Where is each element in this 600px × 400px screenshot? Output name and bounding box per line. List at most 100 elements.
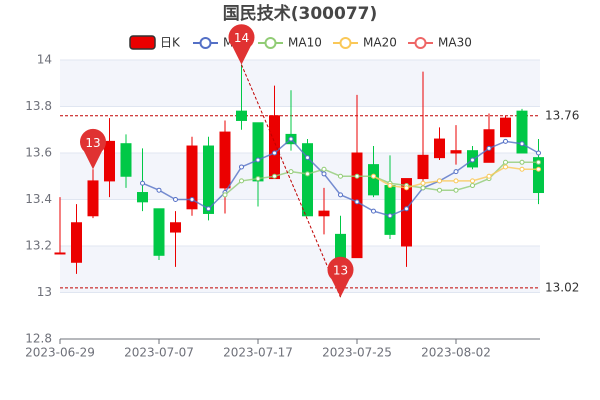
ma-point bbox=[519, 141, 525, 147]
candle-body bbox=[516, 110, 528, 154]
candle-body bbox=[269, 115, 280, 180]
legend-label[interactable]: MA10 bbox=[288, 36, 322, 50]
legend-icon bbox=[264, 37, 277, 49]
ma-point bbox=[437, 178, 442, 184]
ma-point bbox=[470, 183, 475, 189]
y-tick-label: 12.8 bbox=[25, 332, 52, 346]
candle-body bbox=[318, 210, 330, 217]
ma-point bbox=[503, 138, 508, 144]
ma-point bbox=[156, 187, 162, 193]
pin-marker bbox=[228, 24, 255, 65]
candle-body bbox=[236, 110, 247, 121]
ma-point bbox=[470, 178, 475, 184]
x-tick-label: 2023-06-29 bbox=[25, 346, 95, 360]
y-tick-label: 14 bbox=[37, 53, 52, 67]
ma-point bbox=[453, 187, 459, 193]
grid-band bbox=[60, 60, 540, 107]
legend-icon bbox=[339, 37, 352, 49]
ma-point bbox=[321, 166, 327, 172]
trend-line bbox=[241, 64, 341, 298]
candle-body bbox=[302, 143, 313, 217]
ma-point bbox=[420, 180, 426, 186]
y-tick-label: 13.4 bbox=[25, 192, 52, 206]
legend-label[interactable]: MA30 bbox=[438, 36, 472, 50]
candle-body bbox=[186, 145, 198, 210]
ma-point bbox=[354, 173, 360, 179]
candle-body bbox=[351, 152, 363, 259]
ma-point bbox=[387, 213, 393, 219]
candle-body bbox=[219, 131, 231, 189]
ma-point bbox=[536, 150, 541, 156]
pin-label: 14 bbox=[234, 31, 249, 45]
candle-body bbox=[417, 154, 429, 180]
candle-body bbox=[401, 178, 412, 247]
x-tick-label: 2023-07-25 bbox=[322, 346, 392, 360]
y-tick-label: 13.8 bbox=[25, 99, 52, 113]
candle-body bbox=[120, 143, 132, 177]
ma-point bbox=[140, 180, 145, 186]
ma-point bbox=[453, 169, 459, 175]
grid-band bbox=[60, 153, 540, 200]
ma-point bbox=[503, 164, 508, 170]
y-tick-label: 13.2 bbox=[25, 239, 52, 253]
legend-icon bbox=[129, 35, 156, 50]
candle-body bbox=[54, 252, 66, 255]
ma-point bbox=[288, 169, 294, 175]
ma-point bbox=[173, 197, 178, 202]
ma-point bbox=[255, 176, 261, 182]
candle-body bbox=[500, 117, 511, 138]
ma-point bbox=[288, 136, 294, 142]
x-tick-label: 2023-07-07 bbox=[124, 346, 194, 360]
candle-body bbox=[450, 150, 462, 154]
candle-body bbox=[137, 192, 148, 203]
pin-marker bbox=[327, 256, 354, 298]
candle-body bbox=[252, 122, 264, 182]
ma-point bbox=[519, 159, 525, 165]
y-tick-label: 13 bbox=[37, 285, 52, 299]
ma-point bbox=[239, 164, 244, 170]
candle-body bbox=[71, 222, 82, 263]
ma-point bbox=[536, 166, 541, 172]
candle-body bbox=[368, 164, 379, 196]
ma-point bbox=[272, 173, 277, 179]
ma-point bbox=[305, 171, 310, 177]
x-tick-label: 2023-08-02 bbox=[421, 346, 491, 360]
pin-label: 13 bbox=[85, 136, 100, 150]
reference-label: 13.02 bbox=[545, 280, 579, 294]
x-tick-label: 2023-07-17 bbox=[223, 346, 293, 360]
ma-point bbox=[503, 159, 508, 165]
ma-point bbox=[239, 178, 244, 184]
ma-point bbox=[404, 206, 409, 212]
candles bbox=[54, 64, 544, 298]
ma-line bbox=[224, 161, 539, 196]
pin-label: 13 bbox=[333, 264, 348, 278]
pin-marker bbox=[80, 128, 107, 170]
ma-point bbox=[437, 187, 442, 193]
ma-point bbox=[404, 185, 409, 191]
ma-point bbox=[338, 192, 343, 198]
ma-point bbox=[371, 208, 376, 214]
candle-body bbox=[87, 180, 99, 217]
candle-body bbox=[104, 140, 115, 182]
legend-icon bbox=[199, 37, 212, 49]
candle-body bbox=[203, 145, 214, 214]
candle-body bbox=[434, 138, 445, 159]
ma-point bbox=[536, 159, 541, 165]
candle-body bbox=[153, 208, 165, 256]
grid-band bbox=[60, 246, 540, 293]
ma-point bbox=[354, 199, 360, 205]
candle-body bbox=[170, 222, 181, 233]
ma-point bbox=[519, 166, 525, 172]
y-tick-label: 13.6 bbox=[25, 146, 52, 160]
legend-icon bbox=[414, 37, 427, 49]
ma-point bbox=[255, 157, 261, 163]
ma-point bbox=[453, 178, 459, 184]
legend-label[interactable]: 日K bbox=[160, 36, 181, 50]
legend-label[interactable]: MA20 bbox=[363, 36, 397, 50]
reference-label: 13.76 bbox=[545, 108, 579, 122]
ma-point bbox=[486, 173, 492, 179]
ma-point bbox=[371, 173, 376, 179]
candle-body bbox=[533, 157, 544, 194]
ma-point bbox=[387, 183, 393, 189]
